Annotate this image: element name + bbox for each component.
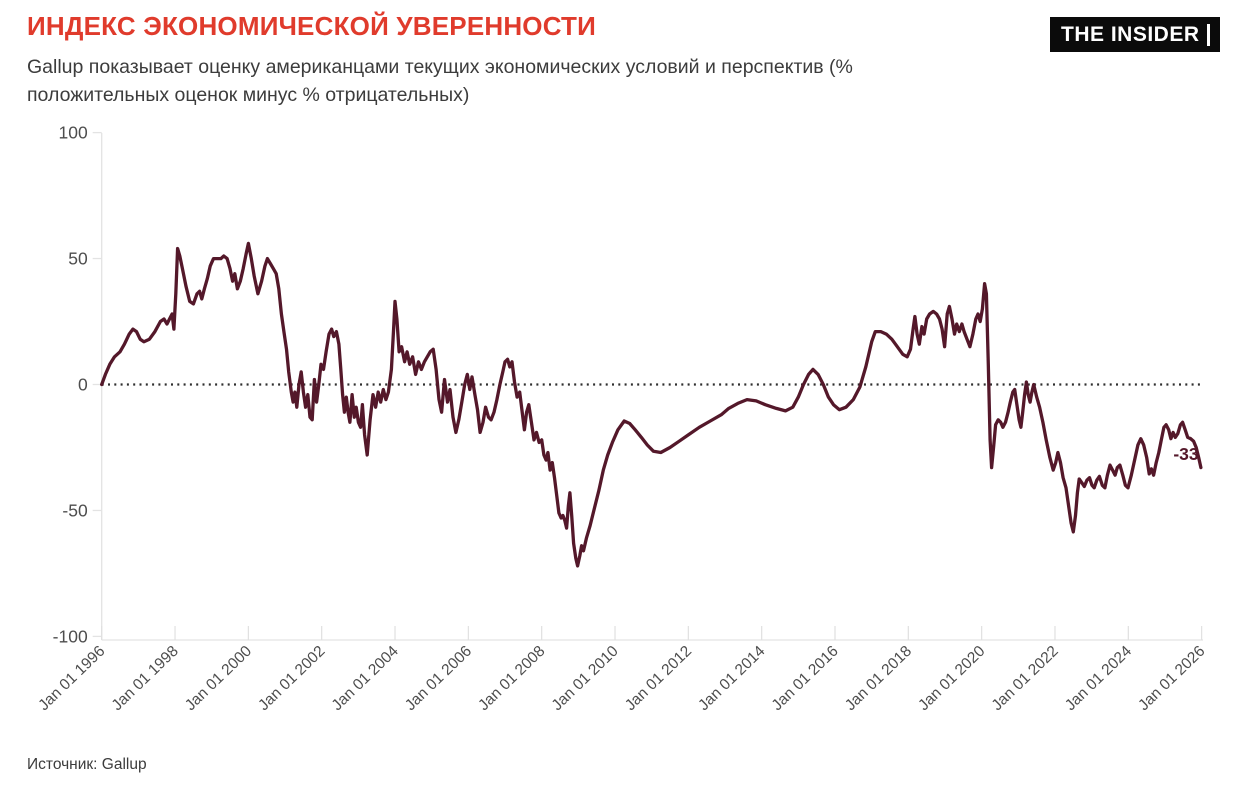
x-tick-label: Jan 01 2004 xyxy=(329,642,402,714)
x-tick-label: Jan 01 1998 xyxy=(109,643,182,715)
x-tick-label: Jan 01 2024 xyxy=(1062,642,1135,714)
source-note: Источник: Gallup xyxy=(27,756,147,773)
y-tick-label: 50 xyxy=(68,249,88,269)
last-value-label: -33 xyxy=(1173,444,1199,464)
chart-title: ИНДЕКС ЭКОНОМИЧЕСКОЙ УВЕРЕННОСТИ xyxy=(27,11,597,41)
logo-cursor-bar-icon xyxy=(1206,23,1210,46)
chart-subtitle: Gallup показывает оценку американцами те… xyxy=(27,53,853,109)
axes xyxy=(101,133,1203,641)
x-tick-label: Jan 01 1996 xyxy=(35,643,108,715)
x-tick-label: Jan 01 2000 xyxy=(182,642,255,714)
x-axis-ticks: Jan 01 1996 Jan 01 1998 Jan 01 2000 Jan 01 … xyxy=(35,626,1208,714)
the-insider-logo: THE INSIDER xyxy=(1050,17,1220,52)
x-tick-label: Jan 01 2010 xyxy=(549,642,622,714)
x-tick-label: Jan 01 2014 xyxy=(695,642,768,714)
x-tick-label: Jan 01 2018 xyxy=(842,643,915,715)
chart-subtitle-line-1: Gallup показывает оценку американцами те… xyxy=(27,56,853,78)
y-tick-label: 100 xyxy=(58,123,87,143)
x-tick-label: Jan 01 2020 xyxy=(915,642,988,714)
y-tick-label: 0 xyxy=(78,375,88,395)
x-tick-label: Jan 01 2016 xyxy=(769,643,842,715)
chart-subtitle-line-2: положительных оценок минус % отрицательн… xyxy=(27,84,470,106)
confidence-line-series xyxy=(100,241,1203,568)
x-tick-label: Jan 01 2026 xyxy=(1135,643,1208,715)
x-tick-label: Jan 01 2008 xyxy=(475,643,548,715)
x-tick-label: Jan 01 2012 xyxy=(622,643,695,715)
x-tick-label: Jan 01 2006 xyxy=(402,643,475,715)
last-value-annotation: -33 xyxy=(1173,444,1199,464)
the-insider-logo-text: THE INSIDER xyxy=(1061,22,1200,46)
y-tick-label: -50 xyxy=(62,500,88,520)
x-tick-label: Jan 01 2022 xyxy=(989,643,1062,715)
y-axis-ticks: 100 50 0 -50 -100 xyxy=(53,123,102,646)
x-tick-label: Jan 01 2002 xyxy=(255,643,328,715)
y-tick-label: -100 xyxy=(53,626,88,646)
confidence-index-line xyxy=(100,241,1203,568)
